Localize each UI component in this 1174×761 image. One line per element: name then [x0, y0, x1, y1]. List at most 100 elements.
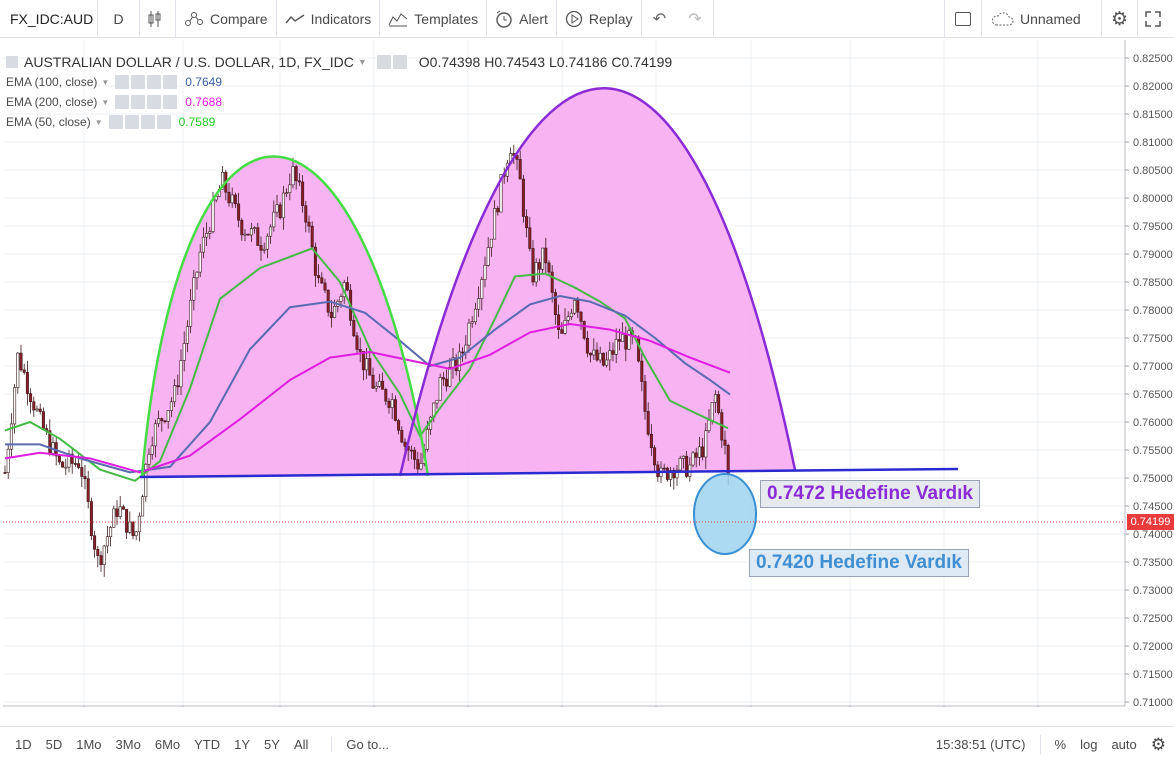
- candle-body: [576, 300, 580, 313]
- candle-body: [345, 282, 349, 291]
- more-icon[interactable]: [156, 115, 171, 129]
- redo-button[interactable]: ↷: [678, 0, 714, 38]
- settings-button[interactable]: ⚙: [1102, 0, 1138, 38]
- candle-body: [182, 343, 186, 361]
- goto-button[interactable]: Go to...: [331, 736, 396, 752]
- series-controls[interactable]: [376, 55, 409, 69]
- gear-icon[interactable]: ⚙: [1150, 734, 1166, 754]
- settings-icon[interactable]: [131, 95, 146, 109]
- candle-body: [329, 311, 333, 318]
- study-ema50[interactable]: EMA (50, close) ▼ 0.7589: [6, 112, 672, 132]
- overlay-drawings[interactable]: [139, 87, 959, 555]
- symbol-search[interactable]: FX_IDC:AUD: [0, 0, 98, 38]
- templates-button[interactable]: Templates: [380, 0, 488, 38]
- range-5d[interactable]: 5D: [45, 736, 63, 752]
- interval-button[interactable]: D: [98, 0, 140, 38]
- expand-button[interactable]: [1138, 0, 1174, 38]
- replay-icon: [565, 10, 583, 27]
- candle-body: [6, 448, 10, 473]
- range-1y[interactable]: 1Y: [234, 736, 251, 752]
- study-controls[interactable]: [108, 115, 173, 129]
- candle-body: [221, 171, 225, 190]
- chevron-down-icon[interactable]: ▼: [101, 77, 110, 87]
- settings-icon[interactable]: [131, 75, 146, 89]
- candle-body: [717, 394, 721, 413]
- candle-body: [541, 247, 545, 270]
- chevron-down-icon[interactable]: ▼: [357, 57, 367, 67]
- more-icon[interactable]: [163, 75, 178, 89]
- price-label: 0.80500: [1133, 165, 1173, 177]
- candle-body: [480, 279, 484, 299]
- range-3mo[interactable]: 3Mo: [115, 736, 141, 752]
- candle-body: [477, 298, 481, 310]
- chart-canvas[interactable]: 0.82500 0.82000 0.81500 0.81000 0.80500 0.800…: [0, 39, 1174, 707]
- log-toggle[interactable]: log: [1080, 737, 1098, 752]
- candle-body: [694, 452, 698, 458]
- candle-body: [86, 478, 90, 502]
- delete-icon[interactable]: [147, 95, 162, 109]
- eye-icon[interactable]: [115, 75, 130, 89]
- price-label: 0.78500: [1133, 277, 1173, 289]
- settings-icon[interactable]: [124, 115, 139, 129]
- chart-area[interactable]: 0.82500 0.82000 0.81500 0.81000 0.80500 0.800…: [0, 39, 1174, 707]
- compare-button[interactable]: Compare: [176, 0, 277, 38]
- price-label: 0.77000: [1133, 361, 1173, 373]
- candle-body: [141, 496, 145, 517]
- candle-body: [592, 349, 596, 356]
- chevron-down-icon[interactable]: ▼: [101, 97, 110, 107]
- candle-body: [201, 236, 205, 253]
- last-price-tag: 0.74199: [1127, 514, 1174, 530]
- replay-button[interactable]: Replay: [557, 0, 642, 38]
- candle-body: [537, 262, 541, 270]
- candle-body: [134, 531, 138, 537]
- fullscreen-button[interactable]: [944, 0, 982, 38]
- candle-body: [563, 320, 567, 334]
- candle-body: [208, 231, 212, 234]
- delete-icon[interactable]: [147, 75, 162, 89]
- range-ytd[interactable]: YTD: [194, 736, 221, 752]
- candle-body: [9, 423, 13, 450]
- alert-clock-icon: [496, 10, 512, 28]
- candle-body: [368, 358, 372, 376]
- more-icon[interactable]: [163, 95, 178, 109]
- candle-body: [198, 251, 202, 273]
- auto-toggle[interactable]: auto: [1111, 737, 1137, 752]
- study-ema200[interactable]: EMA (200, close) ▼ 0.7688: [6, 92, 672, 112]
- study-controls[interactable]: [115, 95, 179, 109]
- candle-body: [128, 521, 132, 533]
- chart-style-button[interactable]: [140, 0, 176, 38]
- clock-time[interactable]: 15:38:51 (UTC): [935, 737, 1026, 752]
- collapse-icon[interactable]: [6, 56, 18, 68]
- eye-icon[interactable]: [115, 95, 130, 109]
- range-1mo[interactable]: 1Mo: [76, 736, 102, 752]
- range-5y[interactable]: 5Y: [264, 736, 280, 752]
- settings-icon[interactable]: [392, 55, 407, 69]
- layout-name: Unnamed: [1020, 11, 1081, 27]
- candle-body: [22, 369, 26, 373]
- range-6mo[interactable]: 6Mo: [154, 736, 181, 752]
- candle-body: [681, 455, 685, 459]
- candle-body: [19, 352, 23, 371]
- indicators-button[interactable]: Indicators: [277, 0, 381, 38]
- layout-name-button[interactable]: Unnamed: [982, 0, 1102, 38]
- chevron-down-icon[interactable]: ▼: [94, 117, 103, 127]
- study-controls[interactable]: [115, 75, 179, 89]
- candle-body: [265, 235, 269, 250]
- range-all[interactable]: All: [293, 736, 309, 752]
- target-annotation-1[interactable]: 0.7472 Hedefine Vardık: [760, 480, 980, 508]
- eye-icon[interactable]: [108, 115, 123, 129]
- target-annotation-2[interactable]: 0.7420 Hedefine Vardık: [749, 549, 969, 577]
- left-arc: [140, 155, 430, 477]
- eye-icon[interactable]: [376, 55, 391, 69]
- candles-icon: [148, 10, 160, 27]
- ema-200-line: [4, 322, 731, 474]
- candle-body: [566, 316, 570, 321]
- candle-body: [189, 299, 193, 327]
- alert-button[interactable]: Alert: [487, 0, 557, 38]
- undo-button[interactable]: ↶: [642, 0, 678, 38]
- percent-toggle[interactable]: %: [1054, 737, 1067, 752]
- range-1d[interactable]: 1D: [15, 736, 32, 752]
- delete-icon[interactable]: [140, 115, 155, 129]
- bottom-toolbar: 1D 5D 1Mo 3Mo 6Mo YTD 1Y 5Y All Go to...…: [0, 726, 1174, 761]
- study-ema100[interactable]: EMA (100, close) ▼ 0.7649: [6, 72, 672, 92]
